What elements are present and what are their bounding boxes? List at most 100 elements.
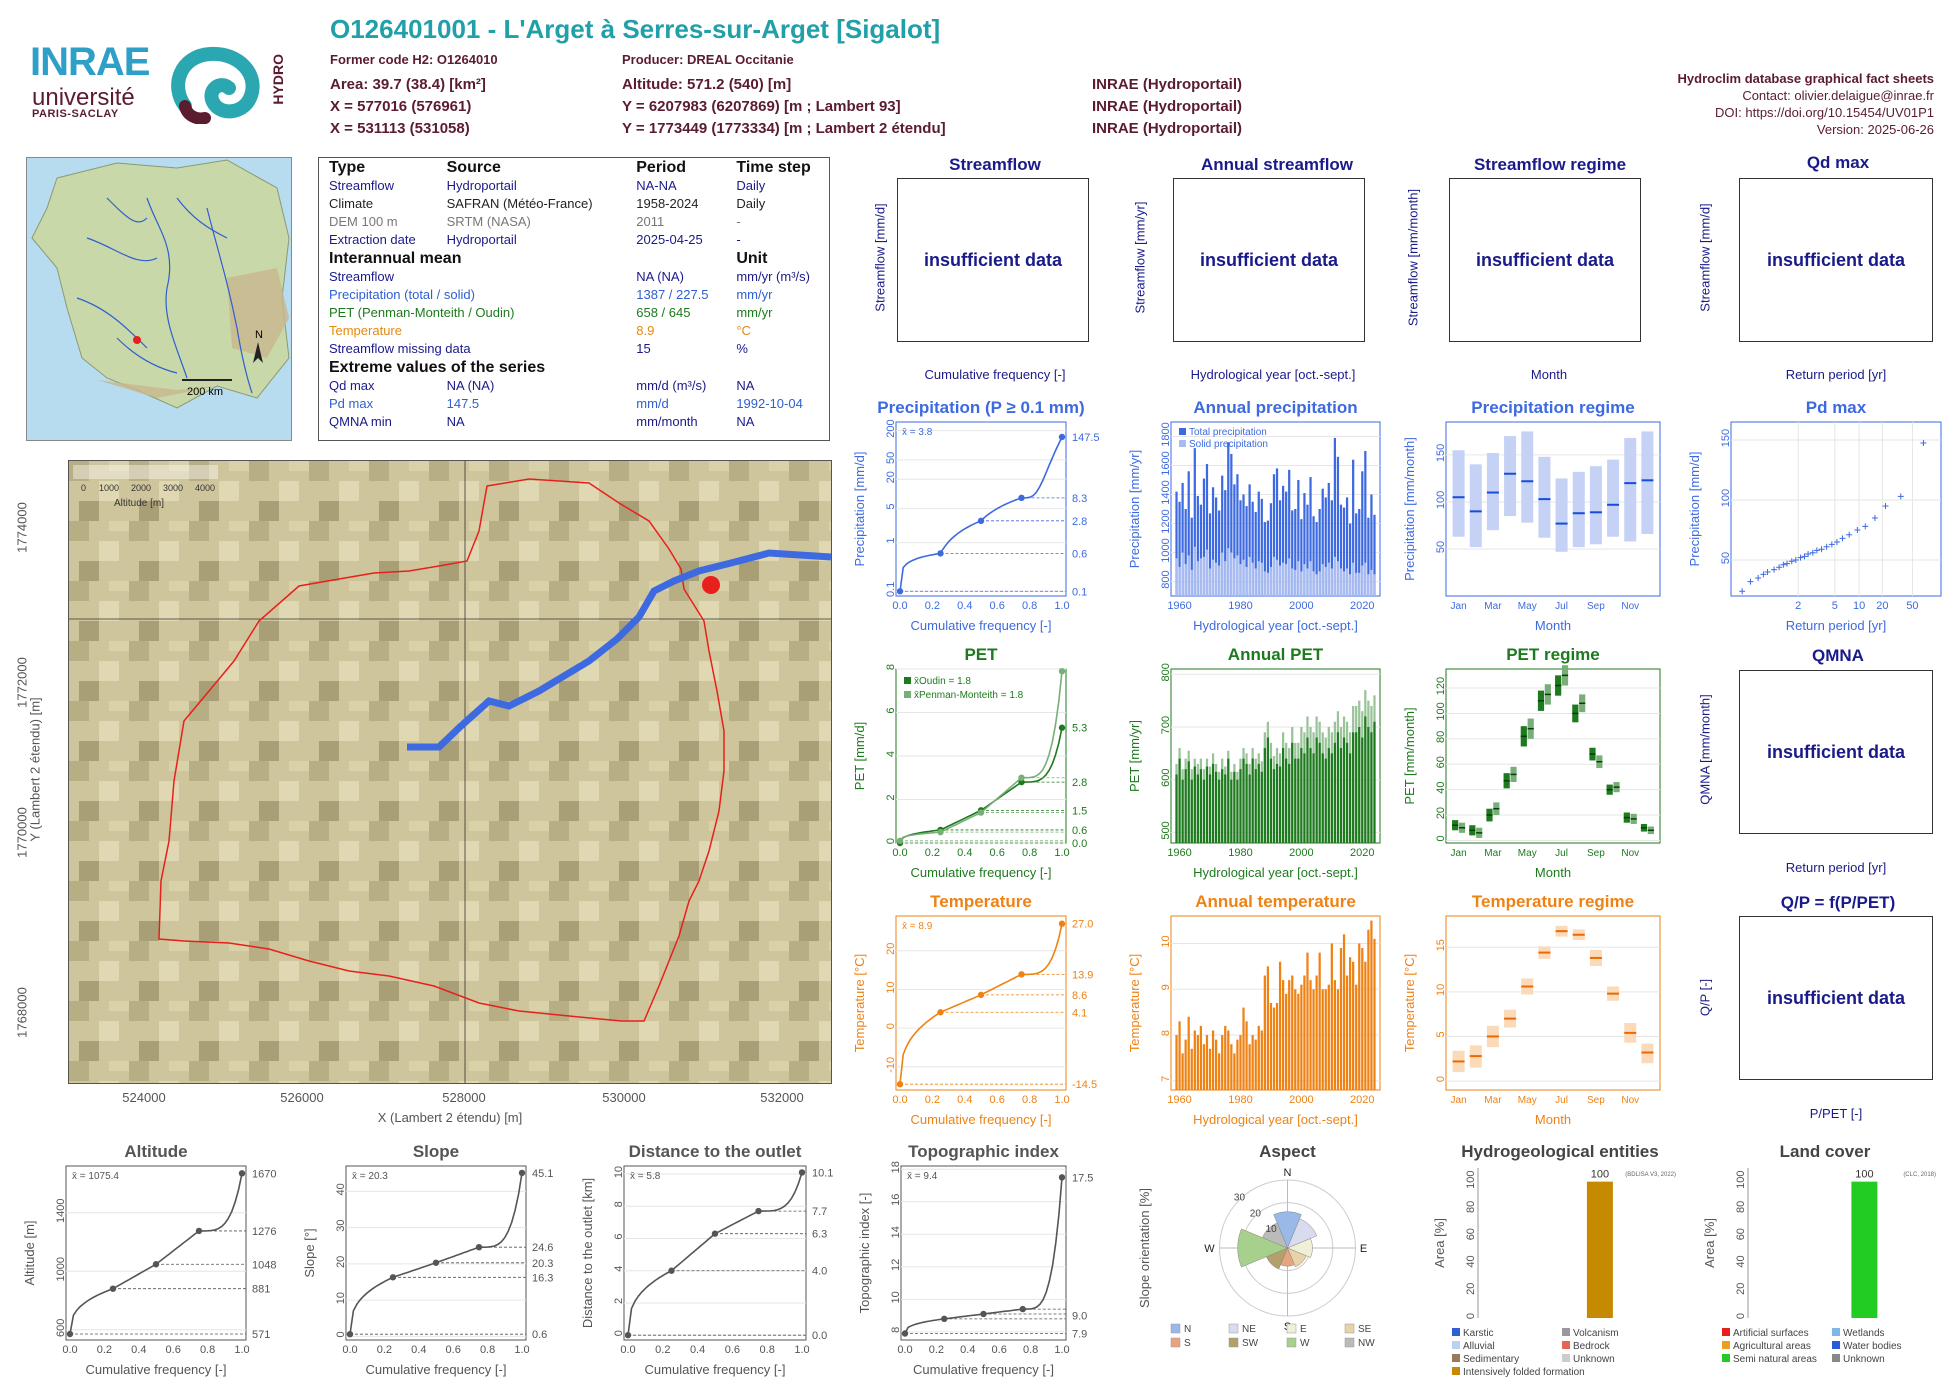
data-point — [1784, 560, 1791, 567]
bar — [1239, 1035, 1242, 1090]
bar — [1272, 769, 1276, 843]
bar-solid — [1236, 555, 1239, 596]
y-tick-label: 0 — [1435, 835, 1447, 841]
x-tick-label: 1960 — [1167, 600, 1191, 612]
mean-unit: mm/yr — [736, 305, 773, 320]
bar — [1214, 1039, 1218, 1090]
chart-title: Annual precipitation — [1193, 398, 1357, 417]
doi-link[interactable]: DOI: https://doi.org/10.15454/UV01P1 — [1715, 105, 1934, 120]
y-tick-label: 8 — [613, 1201, 625, 1207]
bar — [1202, 779, 1206, 843]
box — [1538, 456, 1551, 538]
quantile-value-label: 7.9 — [1072, 1328, 1087, 1340]
y-tick-label: 2 — [885, 794, 897, 800]
bar — [1205, 766, 1209, 843]
qd-max-title-text: Qd max — [1806, 153, 1870, 172]
legend-swatch — [1286, 1323, 1297, 1334]
bar-solid — [1233, 558, 1236, 596]
outlet-marker — [702, 576, 720, 594]
x-lambert93: X = 577016 (576961) — [330, 98, 472, 115]
bar — [1257, 491, 1260, 596]
streamflow-regime-xlabel: Month — [1530, 367, 1568, 382]
x-tick-label: 0.2 — [929, 1344, 944, 1356]
annual-streamflow-title: Annual streamflow — [1200, 155, 1354, 174]
bar — [1373, 514, 1376, 596]
mean-label: x̄ = 8.9 — [902, 921, 933, 932]
quantile-value-label: 1.5 — [1072, 805, 1087, 817]
quantile-point — [937, 1009, 944, 1016]
x-tick-label: 50 — [1906, 600, 1918, 612]
bar — [1245, 506, 1248, 596]
bar-solid — [1300, 571, 1303, 596]
bar — [1254, 511, 1257, 596]
bar — [1245, 763, 1248, 843]
x-tick-label: 2000 — [1289, 1094, 1313, 1106]
legend-swatch — [1562, 1341, 1570, 1349]
bar — [1306, 952, 1309, 1090]
bar — [1300, 984, 1303, 1090]
chart-svg: Annual PET Hydrological year [oct.-sept.]… — [1127, 645, 1381, 880]
bar — [1239, 769, 1242, 843]
x-tick-label: 2000 — [1289, 600, 1313, 612]
y-tick-label: 60 — [1735, 1228, 1747, 1240]
bar — [1281, 980, 1285, 1090]
quantile-point — [977, 517, 985, 525]
land-cover-chart: Land cover Area [%] (CLC, 2018) 0 20 40 60 80 10… — [1700, 1140, 1950, 1380]
chart-title: Slope — [413, 1142, 459, 1161]
distribution-line — [69, 1173, 243, 1335]
y-axis-label: Distance to the outlet [km] — [580, 1178, 595, 1328]
y-tick-label: 60 — [1435, 756, 1447, 768]
y-tick-label: 0 — [1435, 1076, 1447, 1082]
map-xtick: 524000 — [122, 1090, 166, 1105]
mean-label: x̄ = 9.4 — [907, 1171, 938, 1182]
bar — [1330, 753, 1333, 843]
mean-label: x̄ = 5.8 — [630, 1171, 661, 1182]
row-period: 2011 — [636, 214, 665, 229]
bar-solid — [1364, 562, 1367, 596]
streamflow-title: Streamflow — [949, 155, 1041, 174]
bar — [1291, 742, 1294, 843]
bar — [1218, 1053, 1221, 1090]
bar — [1367, 727, 1370, 843]
quantile-point — [109, 1285, 117, 1292]
qmna-xlabel: Return period [yr] — [1785, 860, 1887, 875]
bar-solid — [1336, 561, 1340, 596]
y-tick-label: 500 — [1160, 821, 1172, 839]
quantile-point — [432, 1259, 440, 1266]
y-axis-label: Area [%] — [1432, 1218, 1447, 1268]
legend-entry: Sedimentary — [1463, 1354, 1519, 1365]
legend-entry: Artificial surfaces — [1733, 1328, 1809, 1339]
x-tick-label: 0.6 — [992, 1344, 1007, 1356]
quantile-value-label: 7.7 — [812, 1206, 827, 1218]
bar — [1303, 975, 1306, 1090]
bar — [1266, 520, 1270, 596]
bar — [1184, 769, 1187, 843]
mean-label: PET (Penman-Monteith / Oudin) — [329, 305, 515, 320]
quantile-point — [1018, 774, 1025, 781]
bar — [1260, 771, 1263, 843]
x-tick-label: 0.6 — [446, 1344, 461, 1356]
area: Area: 39.7 (38.4) [km²] — [330, 76, 486, 93]
bar — [1291, 510, 1294, 596]
bar — [1266, 966, 1270, 1090]
chart-svg: Precipitation (P ≥ 0.1 mm) Cumulative fre… — [852, 398, 1100, 633]
bar — [1294, 509, 1297, 596]
data-point — [1792, 557, 1799, 563]
bar — [1184, 1039, 1187, 1090]
info-table: Type Source Period Time step Streamflow … — [318, 157, 830, 441]
hydro-swirl-logo — [171, 46, 260, 124]
y-tick-label: 1 — [885, 538, 897, 544]
bar — [1355, 984, 1358, 1090]
y-tick-label: 20 — [1435, 807, 1447, 819]
legend-title: Altitude [m] — [114, 498, 164, 509]
bar-solid — [1208, 568, 1212, 596]
bar-solid — [1370, 569, 1373, 596]
bar — [1288, 469, 1291, 596]
bar — [1318, 742, 1321, 843]
y-tick-label: 100 — [1735, 1170, 1747, 1188]
bar-solid — [1291, 568, 1294, 596]
y-tick-label: 14 — [890, 1226, 902, 1238]
bar-solid — [1205, 549, 1209, 596]
row-step: - — [736, 214, 741, 229]
quantile-point — [389, 1274, 397, 1281]
